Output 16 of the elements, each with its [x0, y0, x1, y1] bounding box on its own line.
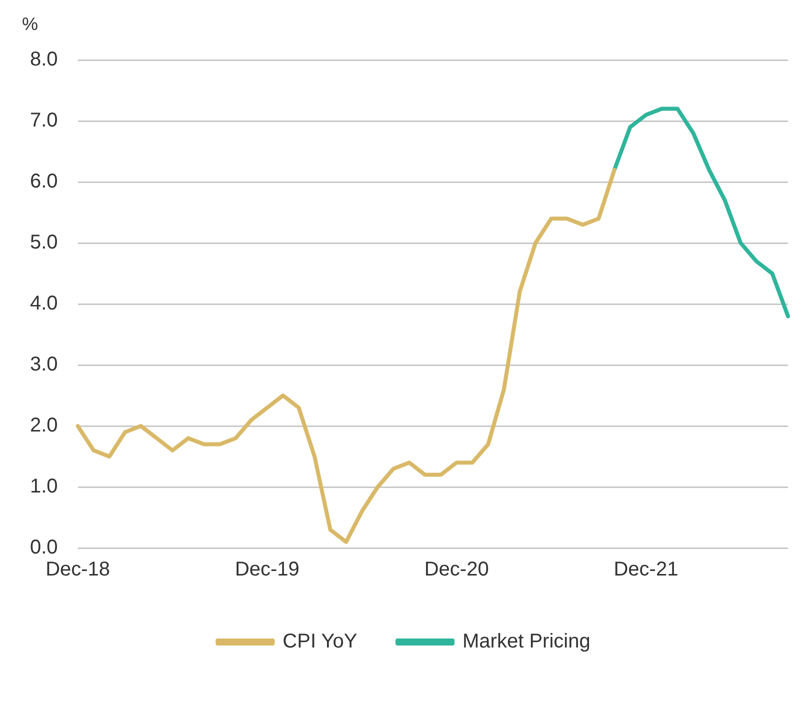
x-tick-label: Dec-18 — [46, 558, 110, 581]
legend-label: Market Pricing — [462, 630, 590, 653]
y-tick-label: 8.0 — [30, 48, 58, 71]
y-tick-label: 4.0 — [30, 292, 58, 315]
y-axis-title: % — [22, 14, 38, 35]
x-tick-label: Dec-21 — [614, 558, 678, 581]
x-tick-label: Dec-20 — [424, 558, 489, 581]
y-tick-label: 0.0 — [30, 536, 58, 559]
y-tick-label: 1.0 — [30, 476, 58, 498]
x-tick-label: Dec-19 — [234, 558, 300, 581]
y-tick-label: 3.0 — [30, 354, 58, 376]
legend-label: CPI YoY — [282, 630, 358, 653]
y-tick-label: 5.0 — [30, 232, 58, 254]
y-tick-label: 2.0 — [30, 414, 58, 437]
y-tick-label: 6.0 — [30, 170, 58, 193]
y-tick-label: 7.0 — [30, 110, 58, 132]
